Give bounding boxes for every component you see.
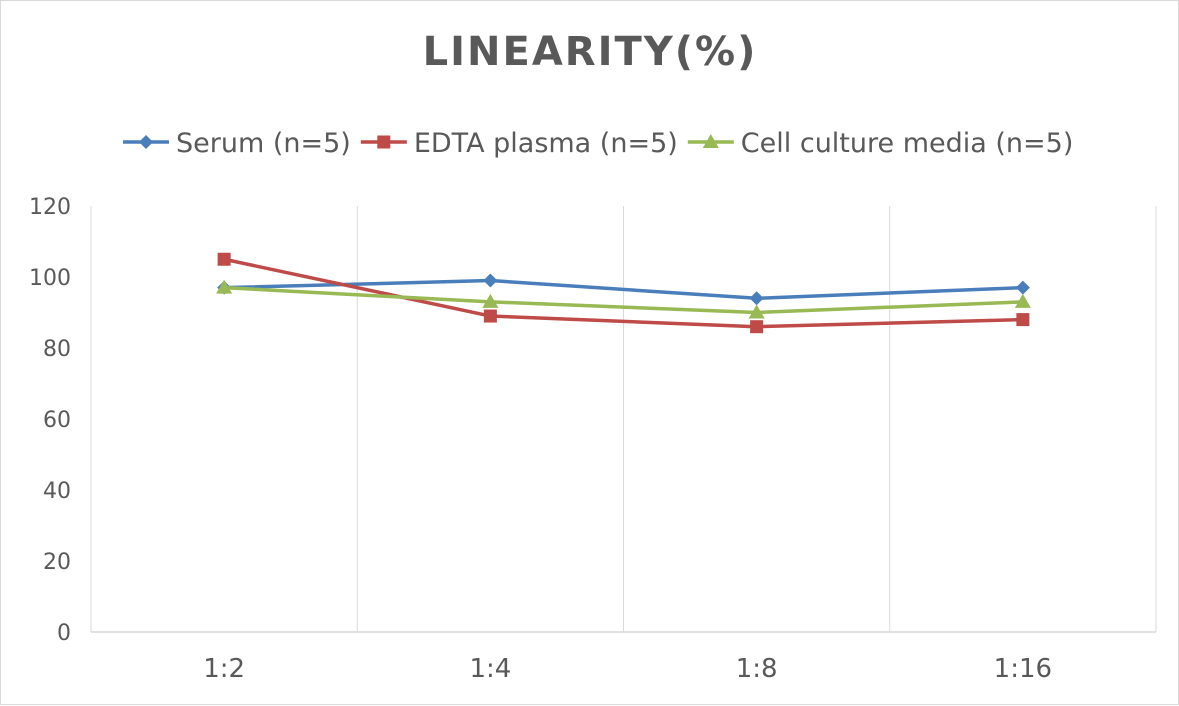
series-cell: [216, 279, 1031, 319]
diamond-marker: [1015, 280, 1030, 295]
series-line: [223, 257, 1023, 329]
y-tick-label: 0: [57, 621, 71, 646]
y-tick-label: 80: [43, 337, 71, 362]
y-tick-label: 100: [29, 266, 71, 291]
legend-item: Cell culture media (n=5): [687, 128, 1074, 159]
square-marker: [750, 320, 764, 334]
square-marker: [1016, 313, 1030, 327]
triangle-marker: [702, 134, 719, 148]
legend-label: EDTA plasma (n=5): [414, 128, 678, 159]
legend-item: EDTA plasma (n=5): [360, 128, 678, 159]
y-tick-label: 120: [29, 195, 71, 220]
x-tick-label: 1:16: [994, 654, 1052, 684]
legend-label: Cell culture media (n=5): [741, 128, 1074, 159]
x-tick-label: 1:4: [469, 654, 511, 684]
series-line: [224, 285, 1023, 315]
x-tick-label: 1:8: [736, 654, 778, 684]
x-axis: 1:2 1:4 1:8 1:16: [203, 654, 1052, 684]
square-marker: [483, 309, 497, 323]
square-marker: [377, 135, 391, 149]
x-tick-label: 1:2: [203, 654, 245, 684]
legend-label: Serum (n=5): [176, 128, 351, 159]
gridlines: [90, 206, 1157, 633]
square-marker: [217, 252, 231, 266]
triangle-marker: [482, 293, 499, 308]
triangle-marker: [216, 279, 233, 294]
diamond-marker: [483, 273, 498, 288]
y-tick-label: 60: [43, 408, 71, 433]
triangle-marker: [1014, 293, 1031, 308]
y-tick-label: 40: [43, 479, 71, 504]
legend: Serum (n=5) EDTA plasma (n=5) Cell culture…: [123, 128, 1073, 159]
triangle-marker: [748, 304, 765, 319]
series-group: [216, 252, 1031, 334]
y-axis: 0 20 40 60 80 100 120: [29, 195, 71, 646]
diamond-marker: [749, 291, 764, 306]
series-edta: [217, 252, 1030, 334]
chart-title: LINEARITY(%): [423, 29, 758, 75]
diamond-marker: [139, 135, 153, 149]
y-tick-label: 20: [43, 550, 71, 575]
legend-item: Serum (n=5): [123, 128, 351, 159]
series-line: [224, 278, 1023, 301]
